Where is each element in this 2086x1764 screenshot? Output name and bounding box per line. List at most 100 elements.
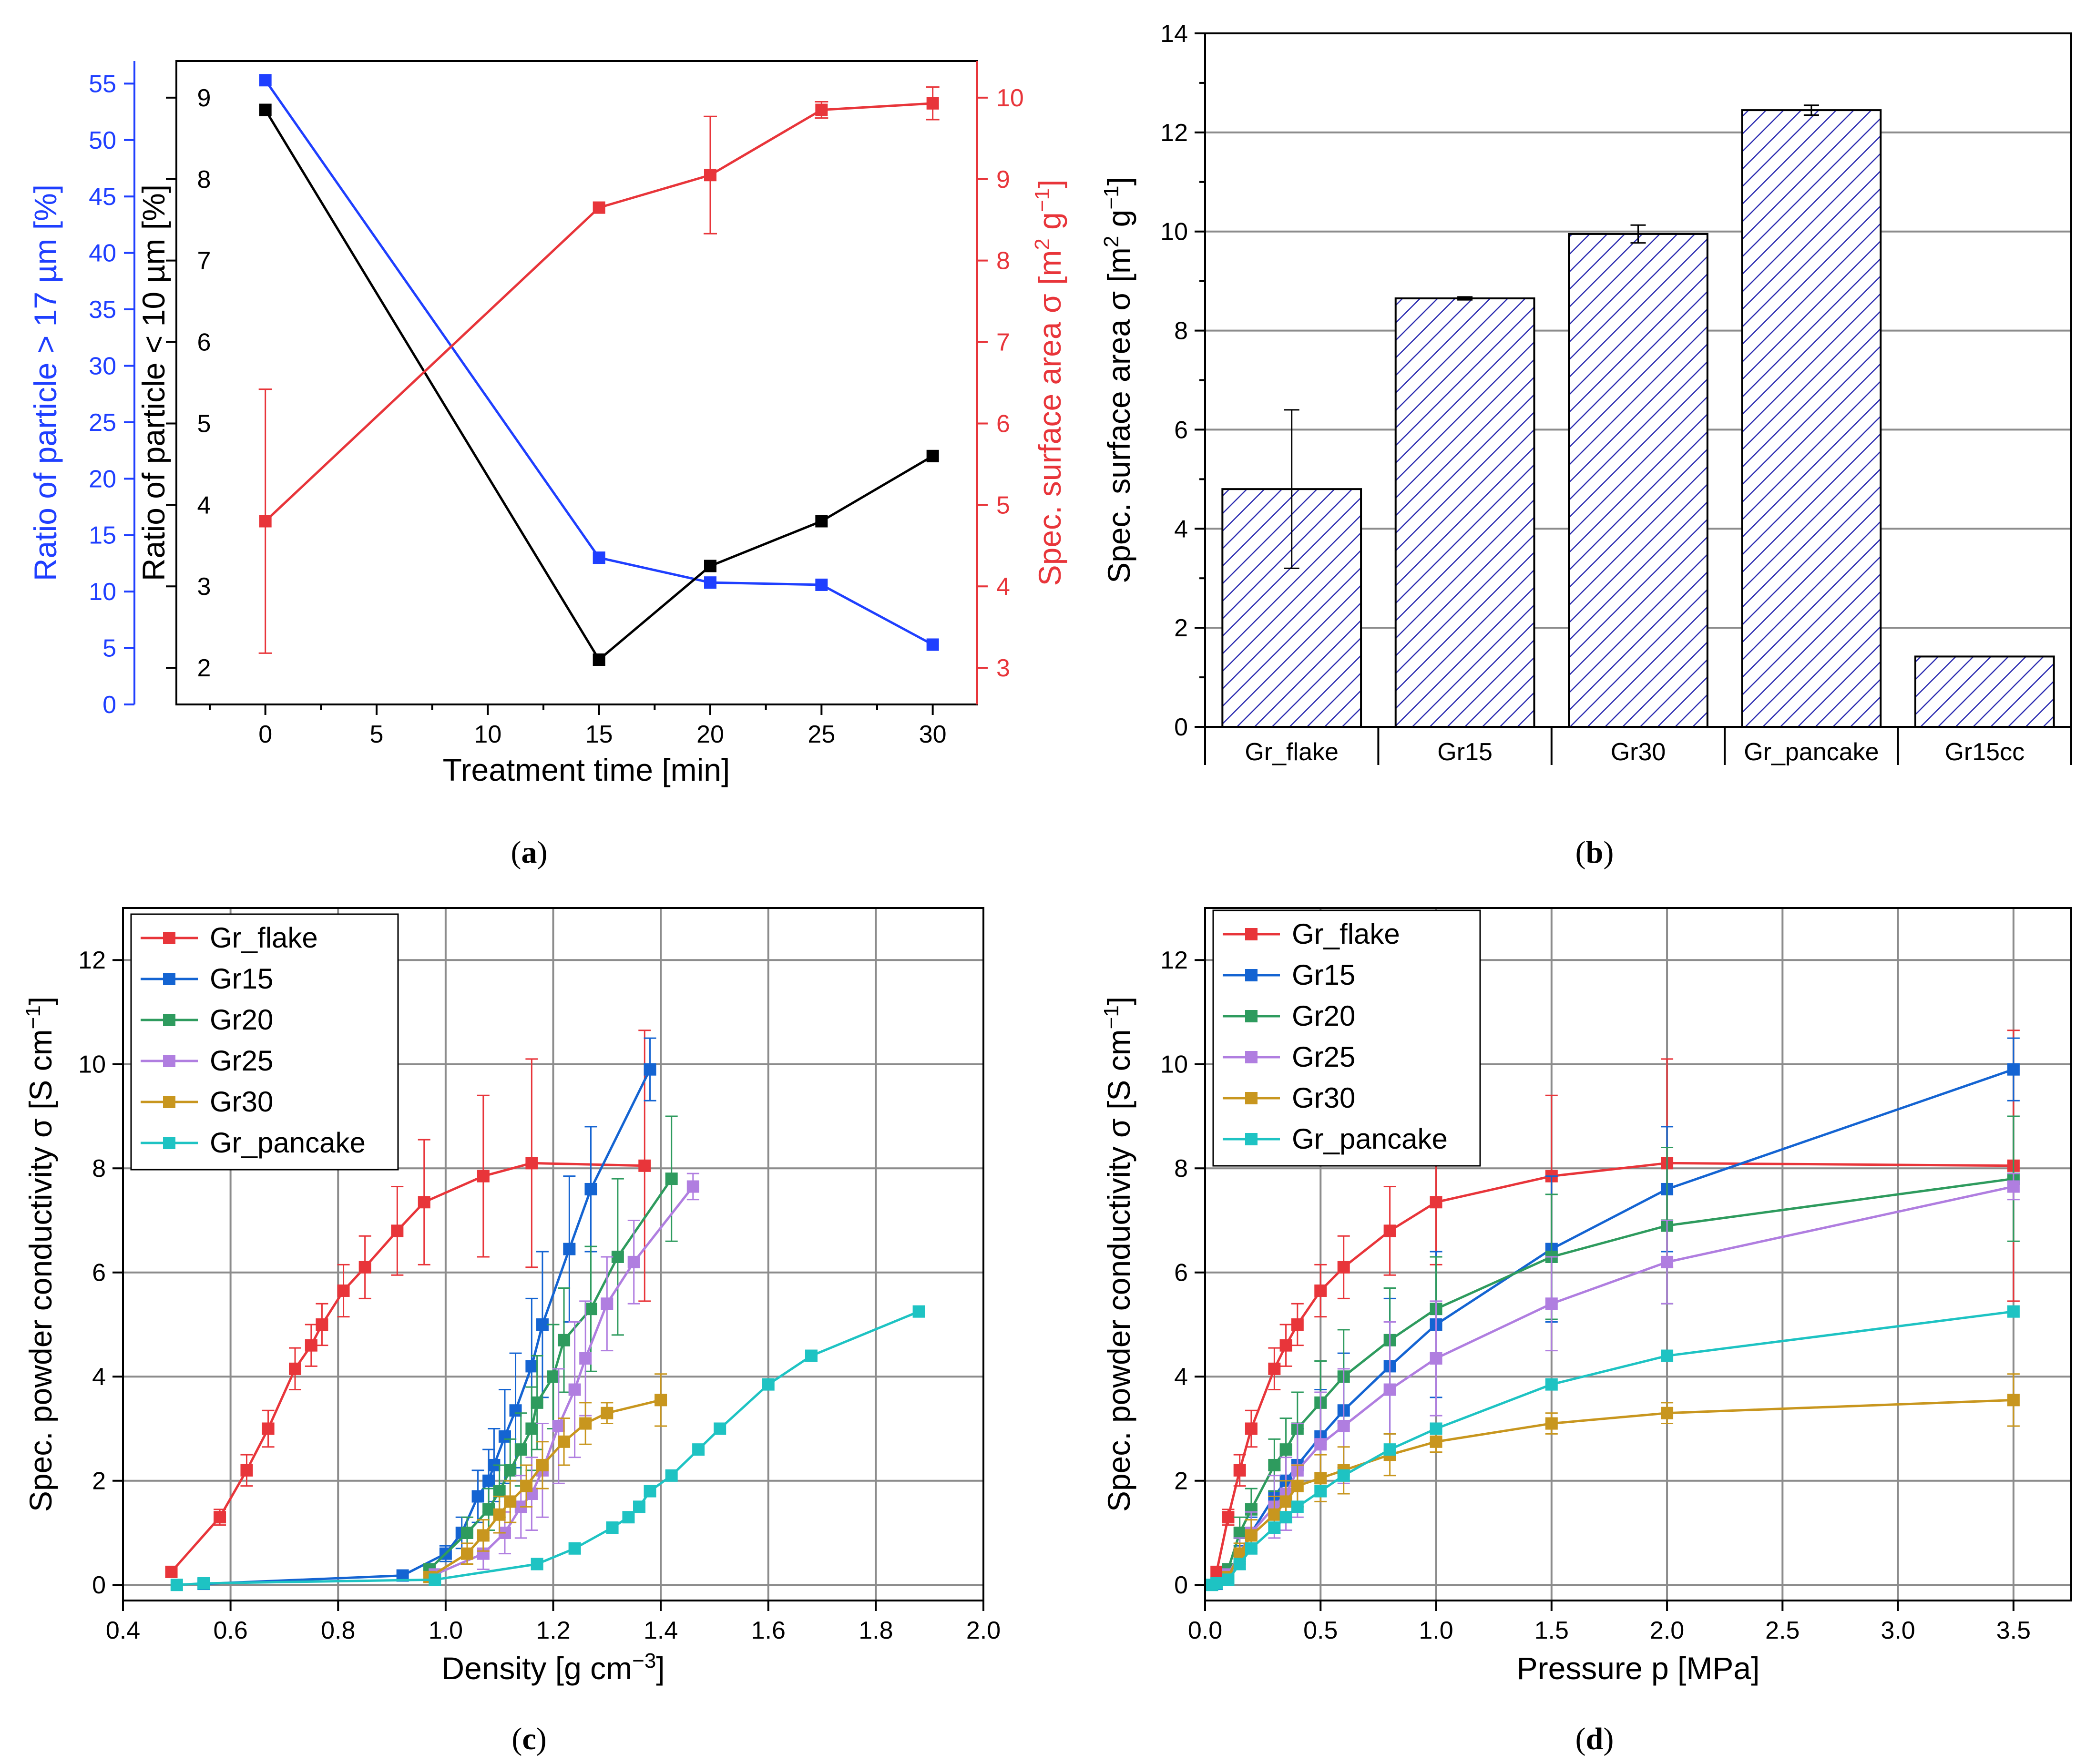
data-point-Gr20 [514, 1443, 527, 1456]
y-axis-label-part: −1 [21, 1005, 45, 1029]
data-point-Gr30 [461, 1547, 473, 1560]
y-tick-label: 4 [1174, 1363, 1188, 1391]
data-point-Gr_pancake [170, 1579, 183, 1591]
data-point-Gr_pancake [1222, 1573, 1235, 1586]
data-point-Gr30 [1245, 1529, 1258, 1542]
data-point-Gr_pancake [1291, 1500, 1304, 1513]
data-point-Gr15 [482, 1474, 495, 1487]
data-point-Gr20 [1233, 1526, 1246, 1539]
data-point-Gr15 [498, 1430, 511, 1443]
data-point-Gr30 [579, 1417, 592, 1430]
y-tick-label: 12 [1160, 947, 1188, 974]
data-point-Gr_pancake [912, 1305, 925, 1318]
data-point-Gr_pancake [622, 1511, 635, 1524]
data-point-Gr15 [644, 1063, 656, 1076]
bar-Gr30 [1568, 233, 1708, 728]
y-axis-label-right-part: g [1032, 212, 1067, 238]
y-tick-label: 6 [1174, 416, 1188, 444]
panel-label-c: (c) [511, 1722, 546, 1756]
y-tick-label-inner: 7 [197, 247, 211, 275]
y-axis-label-part: Spec. powder conductivity σ [S cm [1101, 1029, 1136, 1512]
panel-label-b: (b) [1575, 835, 1614, 870]
legend-marker [1245, 928, 1258, 940]
y-tick-label: 14 [1160, 20, 1188, 48]
data-point-Gr20 [482, 1503, 495, 1516]
x-axis-label-part: Density [g cm [441, 1651, 632, 1686]
data-point-1 [259, 103, 272, 116]
data-point-Gr_pancake [197, 1577, 210, 1590]
data-point-Gr20 [558, 1334, 571, 1346]
legend-entry: Gr25 [210, 1045, 273, 1077]
data-point-Gr25 [568, 1383, 581, 1396]
panel-label-paren: ( [511, 835, 522, 870]
y-tick-label-outer: 20 [89, 465, 116, 493]
data-point-Gr_flake [391, 1224, 404, 1237]
y-tick-label: 4 [92, 1363, 106, 1391]
data-point-Gr30 [1545, 1417, 1558, 1430]
panel-label-paren: ) [1603, 835, 1614, 870]
series-line-Gr_flake [1215, 1162, 2014, 1572]
data-point-2 [926, 97, 939, 110]
x-tick-label: 10 [474, 721, 501, 748]
data-point-Gr_flake [1291, 1318, 1304, 1331]
y-tick-label-outer: 10 [89, 578, 116, 606]
y-tick-label: 8 [1174, 317, 1188, 345]
x-tick-label: 3.0 [1881, 1617, 1915, 1644]
x-tick-label: 1.5 [1534, 1617, 1569, 1644]
data-point-Gr20 [665, 1173, 678, 1185]
category-label: Gr15cc [1944, 738, 2025, 766]
data-point-1 [704, 560, 716, 572]
legend-marker [163, 1096, 175, 1108]
y-tick-label: 0 [92, 1571, 106, 1599]
y-tick-label-inner: 3 [197, 573, 211, 601]
data-point-Gr20 [531, 1396, 543, 1409]
data-point-Gr_pancake [644, 1485, 656, 1498]
y-axis-label-part: ] [23, 997, 58, 1005]
legend-entry: Gr30 [1292, 1082, 1355, 1114]
data-point-Gr15 [536, 1318, 549, 1331]
data-point-Gr15 [584, 1183, 597, 1195]
data-point-Gr_pancake [1383, 1443, 1396, 1456]
legend-marker [1245, 1092, 1258, 1104]
y-tick-label: 12 [78, 947, 106, 974]
x-tick-label: 1.6 [751, 1617, 786, 1644]
category-label: Gr_flake [1245, 738, 1339, 766]
x-tick-label: 2.0 [966, 1617, 1001, 1644]
category-label: Gr_pancake [1744, 738, 1879, 766]
legend-entry: Gr_flake [210, 922, 318, 954]
panel-label-letter: c [522, 1722, 536, 1756]
y-tick-label-outer: 30 [89, 352, 116, 380]
y-tick-label-outer: 5 [102, 635, 116, 663]
legend-marker [163, 932, 175, 944]
x-tick-label: 30 [919, 721, 947, 748]
y-tick-label: 10 [78, 1051, 106, 1079]
y-tick-label: 2 [1174, 614, 1188, 642]
y-axis-label-right-part: −1 [1031, 188, 1054, 212]
data-point-Gr_flake [262, 1422, 275, 1435]
x-tick-label: 0.0 [1188, 1617, 1222, 1644]
y-axis-label-right-part: Spec. surface area σ [m [1032, 250, 1067, 586]
data-point-Gr30 [1291, 1479, 1304, 1492]
data-point-Gr_flake [240, 1464, 253, 1477]
legend-entry: Gr_pancake [1292, 1123, 1448, 1155]
panel-label-paren: ) [536, 1722, 547, 1756]
data-point-Gr_flake [165, 1565, 178, 1578]
data-point-0 [926, 638, 939, 651]
y-tick-label-outer: 45 [89, 183, 116, 211]
data-point-Gr30 [1661, 1407, 1674, 1419]
x-tick-label: 1.8 [859, 1617, 893, 1644]
data-point-0 [815, 578, 828, 591]
y-axis-label-part: ] [1101, 997, 1136, 1005]
y-tick-label: 8 [1174, 1155, 1188, 1183]
series-line-Gr_flake [170, 1162, 645, 1573]
data-point-Gr_flake [1430, 1196, 1442, 1209]
y-tick-label-right: 5 [996, 491, 1010, 519]
y-axis-label-part: Spec. powder conductivity σ [S cm [23, 1029, 58, 1512]
data-point-2 [704, 169, 716, 182]
x-axis-label: Pressure p [MPa] [1517, 1651, 1760, 1686]
data-point-Gr_flake [1233, 1464, 1246, 1477]
legend-entry: Gr20 [1292, 1000, 1355, 1032]
legend-marker [163, 1055, 175, 1067]
data-point-Gr_pancake [1210, 1577, 1223, 1590]
data-point-Gr_pancake [805, 1349, 818, 1362]
